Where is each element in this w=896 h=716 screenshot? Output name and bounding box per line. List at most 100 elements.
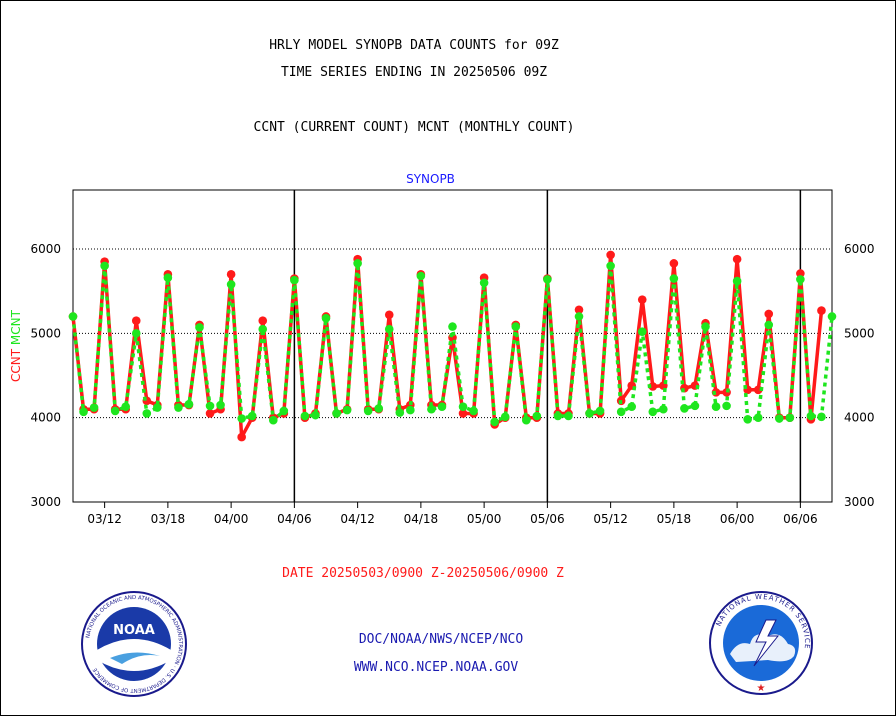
series-point-mcnt — [479, 278, 489, 288]
series-point-mcnt — [121, 402, 131, 412]
series-point-mcnt — [89, 403, 99, 412]
series-point-mcnt — [817, 412, 826, 422]
series-point-mcnt — [279, 406, 289, 416]
series-point-mcnt — [311, 410, 320, 420]
series-point-mcnt — [300, 411, 310, 421]
series-point-mcnt — [500, 412, 510, 422]
series-point-mcnt — [184, 399, 194, 409]
series-point-mcnt — [163, 273, 173, 282]
series-line-ccnt — [71, 253, 824, 439]
series-point-ccnt — [637, 295, 647, 304]
series-point-mcnt — [701, 322, 710, 331]
x-tick-label: 04/06 — [277, 512, 312, 526]
x-tick-label: 06/00 — [720, 512, 755, 526]
x-tick-label: 04/12 — [340, 512, 375, 526]
series-point-mcnt — [68, 312, 78, 321]
x-tick-label: 04/18 — [404, 512, 439, 526]
series-point-mcnt — [205, 401, 215, 411]
org-path-label: DOC/NOAA/NWS/NCEP/NCO — [358, 632, 524, 647]
series-point-mcnt — [448, 322, 457, 331]
series-point-ccnt — [226, 270, 236, 279]
series-point-ccnt — [205, 409, 215, 418]
series-point-ccnt — [131, 316, 141, 326]
series-point-mcnt — [585, 409, 594, 418]
series-point-mcnt — [174, 403, 183, 412]
series-point-ccnt — [732, 254, 742, 264]
series-point-mcnt — [142, 409, 152, 418]
chart-title-line1: HRLY MODEL SYNOPB DATA COUNTS for 09Z — [269, 38, 559, 53]
series-point-mcnt — [690, 401, 700, 411]
series-point-ccnt — [258, 316, 268, 326]
x-tick-label: 04/00 — [214, 512, 249, 526]
series-point-mcnt — [595, 406, 605, 416]
y-axis-label-mcnt: MCNT — [9, 309, 23, 345]
series-point-mcnt — [753, 413, 763, 422]
noaa-logo: NOAA NATIONAL OCEANIC AND ATMOSPHERIC AD… — [81, 591, 187, 697]
series-point-mcnt — [764, 320, 774, 330]
x-tick-label: 05/00 — [467, 512, 502, 526]
series-point-mcnt — [521, 415, 531, 425]
y-tick-label-right: 3000 — [844, 495, 875, 509]
series-point-ccnt — [796, 269, 805, 278]
series-point-ccnt — [237, 432, 246, 442]
series-point-mcnt — [564, 411, 573, 421]
series-point-mcnt — [774, 414, 784, 423]
y-tick-label-left: 4000 — [30, 411, 61, 425]
x-tick-label: 05/12 — [593, 512, 628, 526]
series-point-mcnt — [342, 405, 352, 415]
x-tick-label: 05/06 — [530, 512, 565, 526]
series-point-mcnt — [153, 403, 162, 412]
series-point-mcnt — [290, 275, 299, 285]
series-point-mcnt — [722, 401, 731, 411]
series-point-mcnt — [268, 415, 278, 425]
series-point-mcnt — [574, 312, 584, 321]
series-point-mcnt — [458, 402, 468, 412]
y-tick-label-left: 3000 — [30, 495, 61, 509]
series-point-mcnt — [627, 402, 637, 412]
series-point-mcnt — [353, 259, 362, 268]
series-point-mcnt — [216, 400, 225, 410]
series-point-mcnt — [363, 406, 373, 416]
y-tick-label-left: 5000 — [30, 326, 61, 340]
series-point-mcnt — [437, 402, 447, 412]
series-point-mcnt — [226, 280, 236, 289]
series-point-mcnt — [321, 313, 331, 323]
y-axis-label: CCNT MCNT — [9, 309, 23, 382]
series-point-ccnt — [384, 310, 394, 320]
series-point-mcnt — [416, 271, 426, 281]
series-point-mcnt — [532, 411, 542, 421]
x-tick-label: 03/18 — [151, 512, 186, 526]
x-tick-label: 03/12 — [87, 512, 122, 526]
series-point-mcnt — [247, 411, 257, 421]
series-point-mcnt — [659, 404, 668, 414]
series-point-mcnt — [543, 275, 552, 284]
series-point-mcnt — [79, 407, 88, 417]
series-point-mcnt — [490, 417, 499, 427]
series-point-mcnt — [100, 261, 109, 271]
series-point-mcnt — [110, 406, 120, 416]
series-point-mcnt — [406, 405, 415, 415]
series-point-mcnt — [732, 276, 742, 286]
series-point-mcnt — [796, 275, 805, 284]
series-point-ccnt — [817, 306, 826, 315]
series-point-mcnt — [374, 404, 384, 413]
series-point-mcnt — [469, 406, 478, 416]
date-range-label: DATE 20250503/0900 Z-20250506/0900 Z — [282, 566, 564, 581]
y-tick-label-right: 5000 — [844, 326, 875, 340]
series-point-ccnt — [606, 250, 615, 260]
series-point-mcnt — [743, 415, 752, 424]
y-axis-label-ccnt: CCNT — [9, 345, 23, 382]
series-point-ccnt — [458, 409, 468, 418]
series-point-mcnt — [395, 408, 405, 417]
noaa-logo-text: NOAA — [113, 623, 155, 638]
series-point-ccnt — [574, 305, 584, 315]
series-point-ccnt — [764, 309, 774, 319]
series-point-mcnt — [785, 413, 795, 422]
series-point-mcnt — [332, 409, 341, 418]
x-tick-label: 05/18 — [657, 512, 692, 526]
series-point-mcnt — [237, 414, 246, 423]
series-point-ccnt — [669, 259, 679, 268]
panel-label: SYNOPB — [406, 172, 455, 186]
